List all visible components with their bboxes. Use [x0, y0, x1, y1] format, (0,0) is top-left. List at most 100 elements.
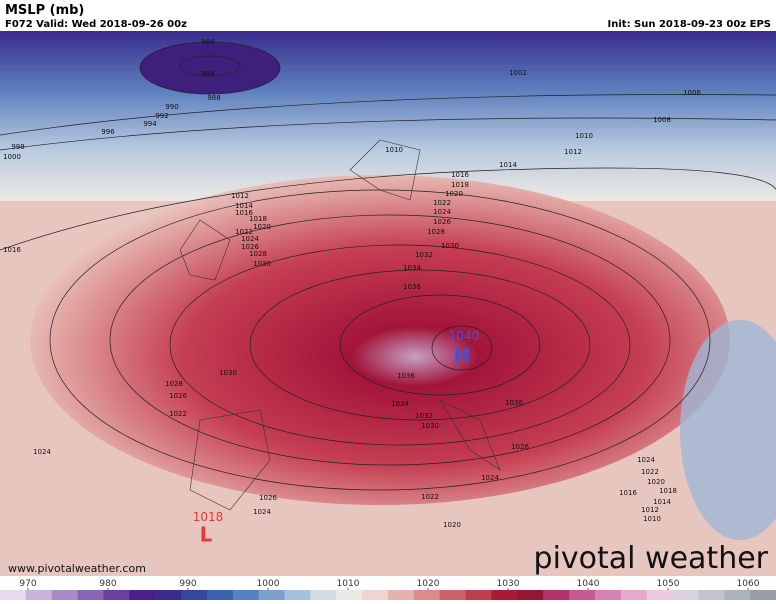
contour-label: 1028 — [165, 380, 183, 388]
colorbar-swatch — [103, 590, 130, 600]
colorbar-swatch — [310, 590, 337, 600]
colorbar-swatch — [206, 590, 234, 600]
low-symbol: L — [200, 523, 213, 547]
contour-label: 1032 — [415, 251, 433, 259]
high-value: 1040 — [449, 329, 480, 343]
contour-label: 1024 — [481, 474, 499, 482]
contour-label: 1030 — [253, 260, 271, 268]
contour-label: 1024 — [253, 508, 271, 516]
contour-label: 1012 — [564, 148, 582, 156]
contour-label: 984 — [201, 70, 215, 78]
colorbar-swatch — [181, 590, 208, 600]
contour-label: 1024 — [433, 208, 451, 216]
colorbar-swatch — [77, 590, 104, 600]
colorbar-swatch — [362, 590, 389, 600]
low-value: 1018 — [193, 510, 224, 524]
contour-label: 1034 — [403, 264, 421, 272]
colorbar-swatch — [129, 590, 156, 600]
contour-label: 1030 — [441, 242, 459, 250]
contour-label: 1036 — [505, 399, 523, 407]
contour-label: 994 — [143, 120, 157, 128]
contour-label: 1028 — [249, 250, 267, 258]
valid-time: F072 Valid: Wed 2018-09-26 00z — [5, 19, 187, 30]
contour-label: 1014 — [235, 202, 253, 210]
colorbar-tick-label: 990 — [179, 579, 196, 589]
contour-label: 1002 — [509, 69, 527, 77]
colorbar-swatch — [232, 590, 260, 600]
contour-label: 990 — [165, 103, 178, 111]
brand: pivotal weather — [534, 541, 769, 576]
high-symbol: H — [454, 344, 471, 368]
colorbar-tick-label: 1000 — [257, 579, 280, 589]
colorbar-swatch — [0, 590, 27, 600]
contour-label: 1016 — [619, 489, 637, 497]
contour-label: 1020 — [647, 478, 665, 486]
contour-label: 1016 — [451, 171, 469, 179]
contour-label: 1018 — [451, 181, 469, 189]
contour-label: 1026 — [511, 443, 529, 451]
contour-label: 1000 — [3, 153, 21, 161]
contour-label: 1020 — [443, 521, 461, 529]
contour-label: 1006 — [683, 89, 701, 97]
contour-label: 1022 — [641, 468, 659, 476]
colorbar-tick-label: 1020 — [417, 579, 440, 589]
contour-label: 1026 — [259, 494, 277, 502]
contour-label: 1024 — [637, 456, 655, 464]
colorbar-swatch — [594, 590, 622, 600]
low-pressure-zone — [0, 31, 776, 201]
colorbar-swatch — [258, 590, 286, 600]
contour-label: 1014 — [653, 498, 671, 506]
contour-label: 1022 — [235, 228, 253, 236]
contour-label: 1010 — [575, 132, 593, 140]
high-pressure-zone — [30, 175, 730, 505]
colorbar-tick-label: 970 — [19, 579, 36, 589]
header — [0, 0, 776, 31]
colorbar-swatch — [25, 590, 53, 600]
contour-label: 1010 — [643, 515, 661, 523]
colorbar-tick-label: 980 — [99, 579, 116, 589]
contour-label: 1010 — [385, 146, 403, 154]
contour-label: 1012 — [231, 192, 249, 200]
colorbar-swatch — [569, 590, 596, 600]
contour-label: 998 — [11, 143, 24, 151]
colorbar-tick-label: 1050 — [657, 579, 680, 589]
colorbar-swatch — [155, 590, 182, 600]
contour-label: 1016 — [235, 209, 253, 217]
colorbar-swatch — [620, 590, 648, 600]
colorbar-swatch — [51, 590, 79, 600]
contour-label: 1026 — [241, 243, 259, 251]
website-url: www.pivotalweather.com — [8, 562, 146, 575]
contour-label: 1024 — [241, 235, 259, 243]
colorbar-tick-label: 1040 — [577, 579, 600, 589]
contour-label: 988 — [207, 94, 220, 102]
contour-label: 1026 — [169, 392, 187, 400]
contour-label: 1036 — [397, 372, 415, 380]
low-core — [140, 42, 280, 94]
contour-label: 1022 — [433, 199, 451, 207]
colorbar-swatch — [465, 590, 492, 600]
contour-label: 1022 — [169, 410, 187, 418]
contour-label: 1012 — [641, 506, 659, 514]
colorbar-tick-label: 1060 — [737, 579, 760, 589]
colorbar-swatch — [336, 590, 363, 600]
map-title: MSLP (mb) — [5, 3, 84, 18]
contour-label: 1018 — [659, 487, 677, 495]
contour-label: 1024 — [33, 448, 51, 456]
colorbar-swatch — [724, 590, 751, 600]
colorbar-swatch — [517, 590, 544, 600]
east-low — [680, 320, 776, 540]
colorbar-swatch — [698, 590, 725, 600]
colorbar-swatch — [646, 590, 674, 600]
contour-label: 1026 — [433, 218, 451, 226]
colorbar-swatch — [543, 590, 570, 600]
contour-label: 1034 — [391, 400, 409, 408]
contour-label: 1022 — [421, 493, 439, 501]
contour-label: 996 — [101, 128, 115, 136]
colorbar-tick-label: 1010 — [337, 579, 360, 589]
contour-label: 1036 — [403, 283, 421, 291]
init-time: Init: Sun 2018-09-23 00z EPS — [608, 19, 771, 30]
contour-label: 1008 — [653, 116, 671, 124]
contour-label: 1020 — [445, 190, 463, 198]
contour-label: 1030 — [421, 422, 439, 430]
